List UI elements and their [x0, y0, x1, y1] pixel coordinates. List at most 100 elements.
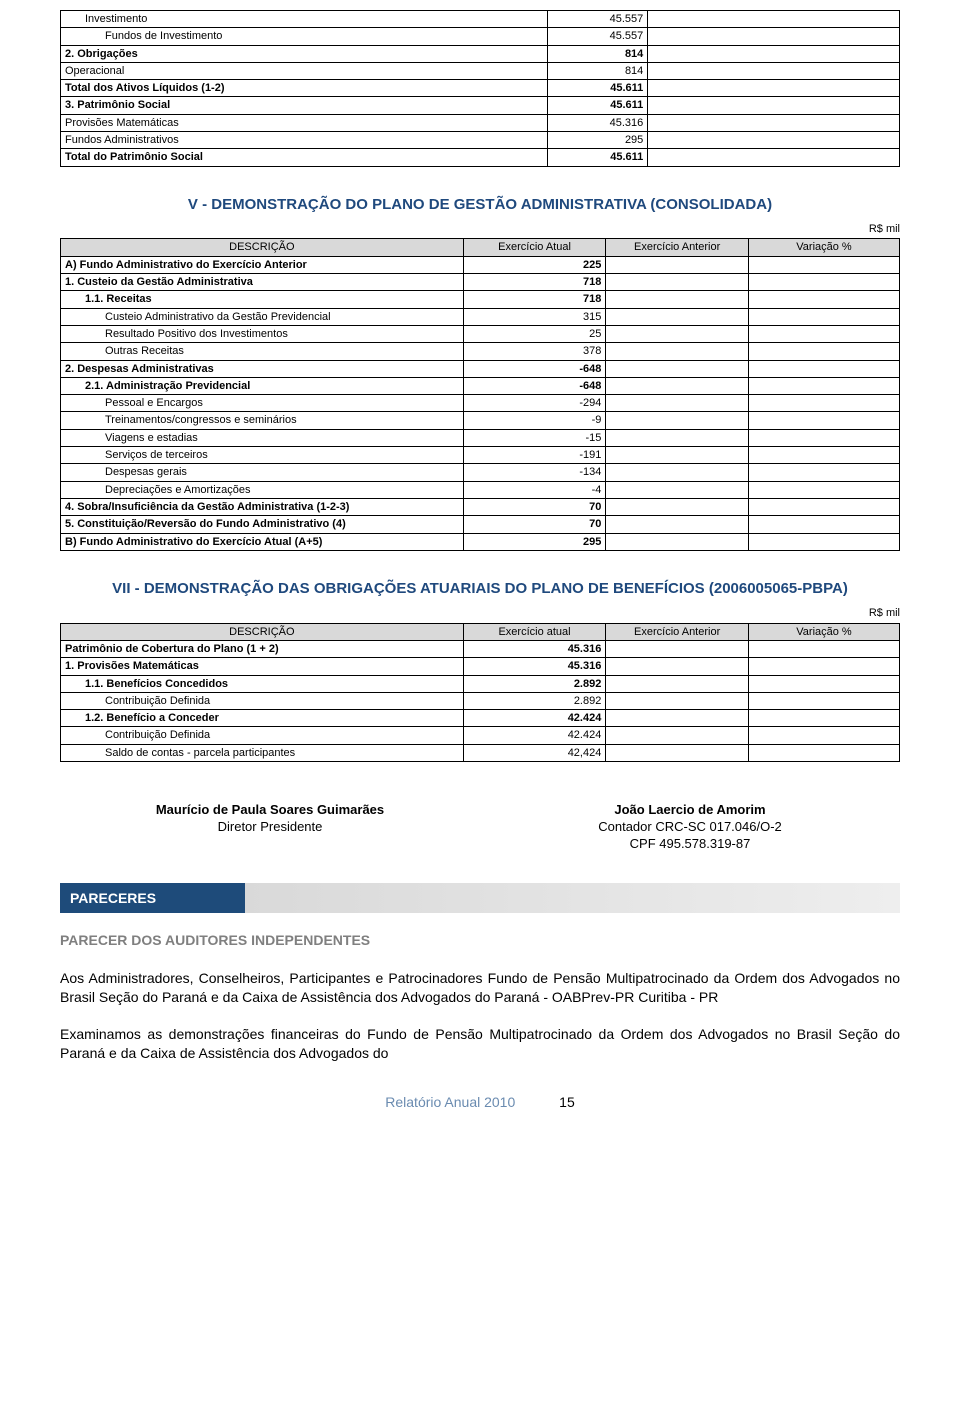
- row-value: 42,424: [463, 744, 606, 761]
- row-value: 45.557: [547, 28, 648, 45]
- rs-mil-2: R$ mil: [60, 606, 900, 620]
- row-prev: [606, 325, 749, 342]
- row-label: Total dos Ativos Líquidos (1-2): [61, 80, 548, 97]
- row-value: 2.892: [463, 692, 606, 709]
- table-assets: Investimento45.557Fundos de Investimento…: [60, 10, 900, 167]
- row-value: -191: [463, 447, 606, 464]
- row-label: 1.1. Benefícios Concedidos: [61, 675, 464, 692]
- row-label: Patrimônio de Cobertura do Plano (1 + 2): [61, 640, 464, 657]
- row-label: Depreciações e Amortizações: [61, 481, 464, 498]
- row-value: -15: [463, 429, 606, 446]
- row-label: 3. Patrimônio Social: [61, 97, 548, 114]
- row-prev: [606, 481, 749, 498]
- row-var: [748, 744, 899, 761]
- row-value: 814: [547, 62, 648, 79]
- table-row: Operacional814: [61, 62, 900, 79]
- row-var: [748, 447, 899, 464]
- row-label: Treinamentos/congressos e seminários: [61, 412, 464, 429]
- row-label: Outras Receitas: [61, 343, 464, 360]
- row-var: [748, 464, 899, 481]
- table-row: Treinamentos/congressos e seminários-9: [61, 412, 900, 429]
- table-row: Contribuição Definida42.424: [61, 727, 900, 744]
- row-label: Fundos de Investimento: [61, 28, 548, 45]
- row-blank: [648, 45, 900, 62]
- row-label: 1. Custeio da Gestão Administrativa: [61, 274, 464, 291]
- row-var: [748, 256, 899, 273]
- row-label: Investimento: [61, 11, 548, 28]
- row-var: [748, 325, 899, 342]
- table-admin-plan: DESCRIÇÃO Exercício Atual Exercício Ante…: [60, 238, 900, 550]
- row-value: 45.316: [463, 640, 606, 657]
- table-row: Despesas gerais-134: [61, 464, 900, 481]
- row-prev: [606, 533, 749, 550]
- row-blank: [648, 114, 900, 131]
- row-value: -134: [463, 464, 606, 481]
- table-row: Saldo de contas - parcela participantes4…: [61, 744, 900, 761]
- row-label: 2.1. Administração Previdencial: [61, 377, 464, 394]
- signature-left: Maurício de Paula Soares Guimarães Diret…: [60, 802, 480, 853]
- row-prev: [606, 291, 749, 308]
- row-prev: [606, 675, 749, 692]
- row-label: 5. Constituição/Reversão do Fundo Admini…: [61, 516, 464, 533]
- row-blank: [648, 149, 900, 166]
- row-prev: [606, 498, 749, 515]
- table-row: 1.1. Benefícios Concedidos2.892: [61, 675, 900, 692]
- row-label: Resultado Positivo dos Investimentos: [61, 325, 464, 342]
- row-var: [748, 710, 899, 727]
- body-paragraph-2: Examinamos as demonstrações financeiras …: [60, 1025, 900, 1063]
- sig-left-name: Maurício de Paula Soares Guimarães: [60, 802, 480, 819]
- table-row: 1.2. Benefício a Conceder42.424: [61, 710, 900, 727]
- table-row: Fundos Administrativos295: [61, 132, 900, 149]
- row-prev: [606, 640, 749, 657]
- page-footer: Relatório Anual 2010 15: [60, 1093, 900, 1111]
- table-row: 1.1. Receitas718: [61, 291, 900, 308]
- col-variacao: Variação %: [748, 239, 899, 256]
- row-var: [748, 429, 899, 446]
- row-value: 45.611: [547, 149, 648, 166]
- col-exercicio-atual: Exercício Atual: [463, 239, 606, 256]
- row-prev: [606, 692, 749, 709]
- table-row: Depreciações e Amortizações-4: [61, 481, 900, 498]
- row-var: [748, 343, 899, 360]
- row-label: Fundos Administrativos: [61, 132, 548, 149]
- col-exercicio-anterior: Exercício Anterior: [606, 239, 749, 256]
- row-blank: [648, 28, 900, 45]
- row-prev: [606, 429, 749, 446]
- sig-left-title: Diretor Presidente: [60, 819, 480, 836]
- row-label: Custeio Administrativo da Gestão Previde…: [61, 308, 464, 325]
- row-blank: [648, 80, 900, 97]
- row-prev: [606, 464, 749, 481]
- sig-right-line1: Contador CRC-SC 017.046/O-2: [480, 819, 900, 836]
- row-value: 315: [463, 308, 606, 325]
- table-row: Viagens e estadias-15: [61, 429, 900, 446]
- section-vii-title: VII - DEMONSTRAÇÃO DAS OBRIGAÇÕES ATUARI…: [60, 579, 900, 599]
- table-row: Custeio Administrativo da Gestão Previde…: [61, 308, 900, 325]
- table-row: Total do Patrimônio Social45.611: [61, 149, 900, 166]
- signatures-block: Maurício de Paula Soares Guimarães Diret…: [60, 802, 900, 853]
- col-descricao-2: DESCRIÇÃO: [61, 623, 464, 640]
- row-var: [748, 412, 899, 429]
- footer-page-number: 15: [559, 1094, 575, 1110]
- row-value: -648: [463, 377, 606, 394]
- row-prev: [606, 395, 749, 412]
- row-value: 295: [463, 533, 606, 550]
- table-row: 1. Provisões Matemáticas45.316: [61, 658, 900, 675]
- row-label: Viagens e estadias: [61, 429, 464, 446]
- section-v-title: V - DEMONSTRAÇÃO DO PLANO DE GESTÃO ADMI…: [60, 195, 900, 215]
- row-value: 70: [463, 498, 606, 515]
- row-var: [748, 675, 899, 692]
- col-descricao: DESCRIÇÃO: [61, 239, 464, 256]
- row-label: Total do Patrimônio Social: [61, 149, 548, 166]
- row-var: [748, 498, 899, 515]
- row-label: 4. Sobra/Insuficiência da Gestão Adminis…: [61, 498, 464, 515]
- row-var: [748, 308, 899, 325]
- row-value: 718: [463, 291, 606, 308]
- table-row: Outras Receitas378: [61, 343, 900, 360]
- table-row: B) Fundo Administrativo do Exercício Atu…: [61, 533, 900, 550]
- row-label: Contribuição Definida: [61, 727, 464, 744]
- table-row: 5. Constituição/Reversão do Fundo Admini…: [61, 516, 900, 533]
- col-variacao-2: Variação %: [748, 623, 899, 640]
- row-value: -4: [463, 481, 606, 498]
- signature-right: João Laercio de Amorim Contador CRC-SC 0…: [480, 802, 900, 853]
- row-var: [748, 481, 899, 498]
